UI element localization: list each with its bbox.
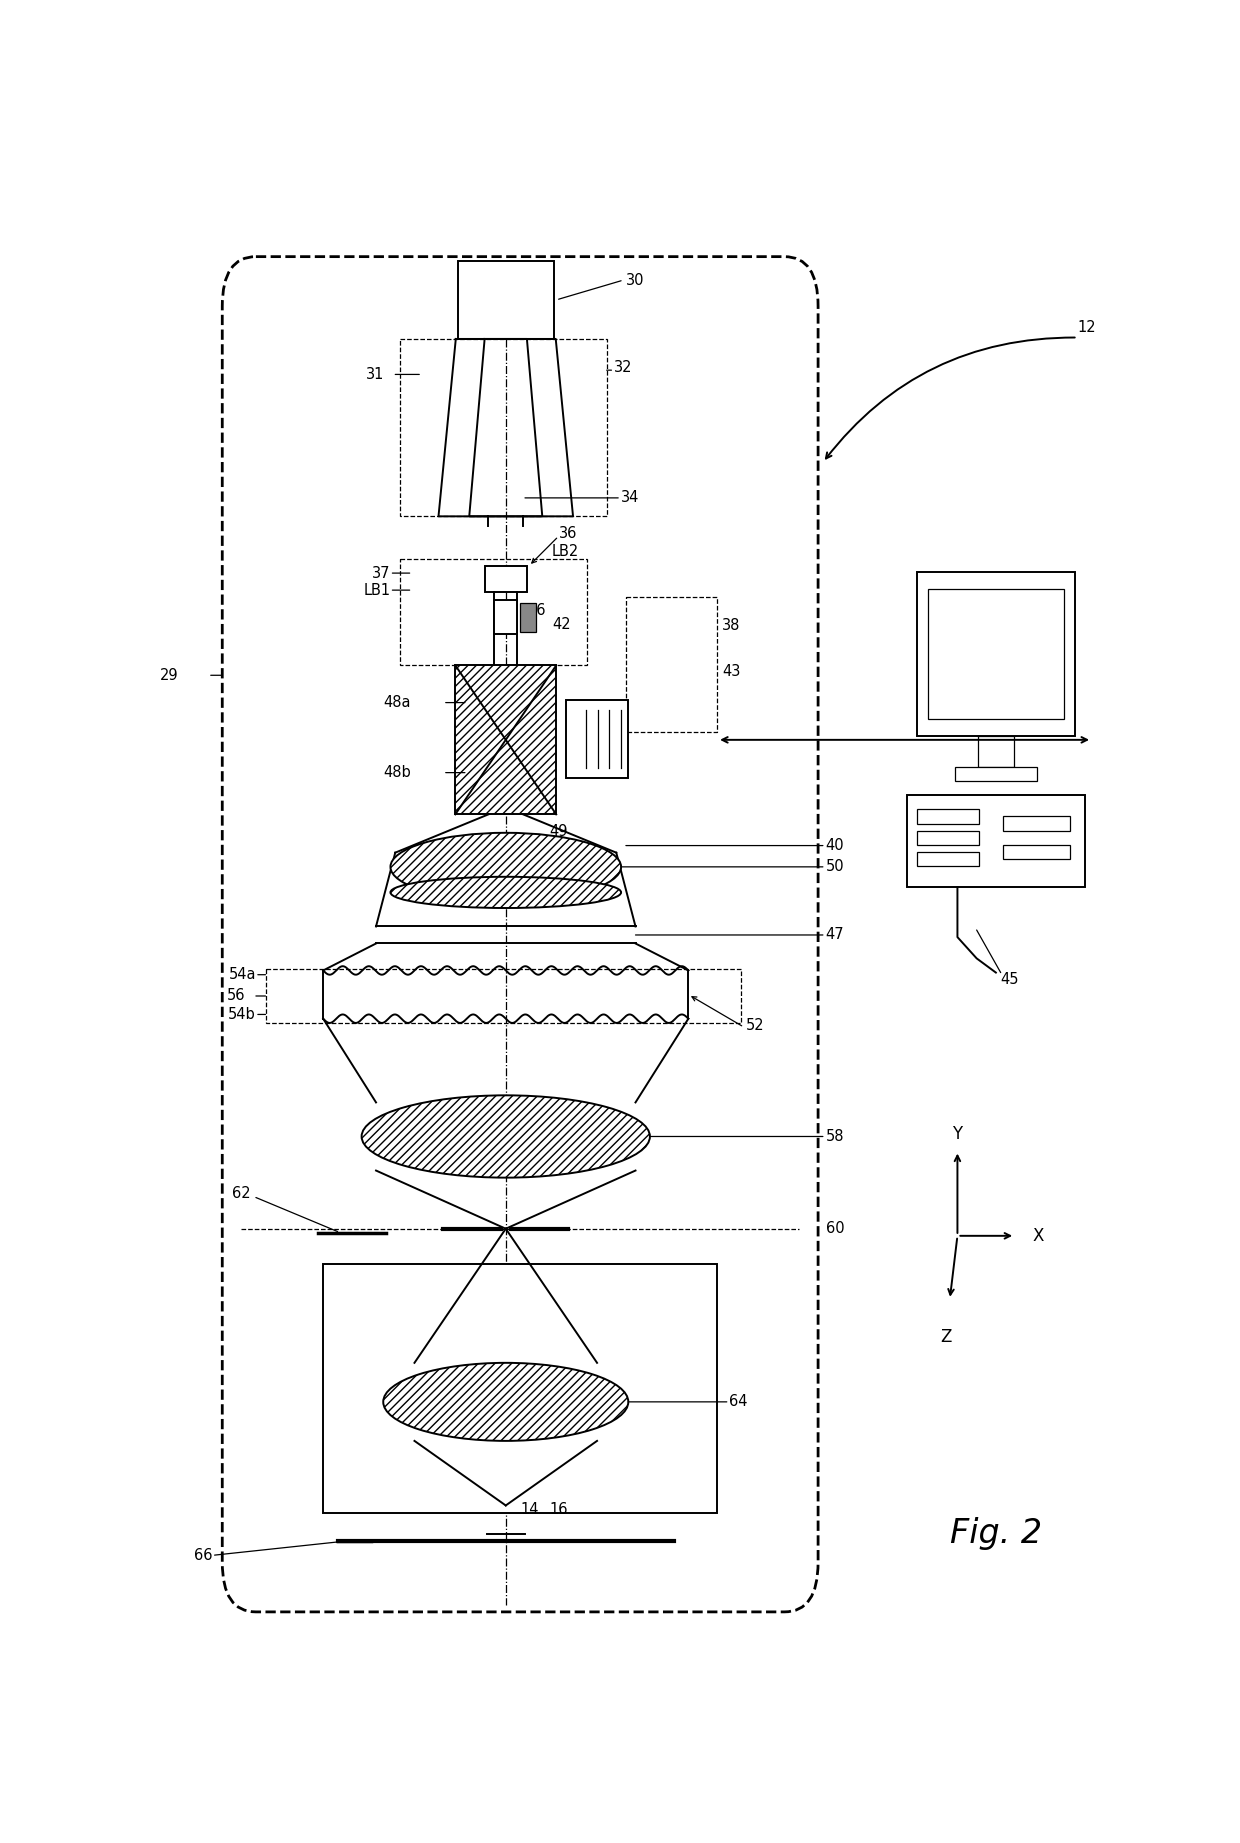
Text: 31: 31 [367, 367, 384, 382]
Text: 46: 46 [527, 603, 546, 617]
Text: 14: 14 [521, 1502, 538, 1517]
Text: 38: 38 [722, 617, 740, 634]
Bar [916, 573, 1075, 735]
Text: 34: 34 [621, 490, 640, 505]
Text: 48a: 48a [383, 695, 410, 710]
Bar [324, 1264, 717, 1513]
Text: 64: 64 [729, 1395, 748, 1410]
Text: 62: 62 [232, 1185, 250, 1202]
Text: X: X [1033, 1227, 1044, 1244]
Bar [455, 665, 557, 815]
Bar [265, 969, 742, 1023]
Ellipse shape [391, 877, 621, 909]
Text: LB2: LB2 [552, 544, 579, 558]
Text: 30: 30 [626, 273, 645, 288]
Bar [521, 603, 536, 632]
Text: Z: Z [940, 1329, 951, 1345]
Bar [401, 558, 588, 665]
Bar [916, 851, 980, 866]
Text: 54a: 54a [228, 968, 255, 982]
Text: 29: 29 [160, 667, 179, 682]
Bar [1003, 844, 1070, 859]
Text: 49: 49 [549, 824, 568, 839]
Bar [906, 794, 1085, 888]
Text: 50: 50 [826, 859, 844, 874]
Text: 66: 66 [195, 1548, 213, 1563]
Bar [916, 831, 980, 844]
Text: Y: Y [952, 1124, 962, 1143]
Text: 45: 45 [1001, 971, 1019, 988]
Bar [495, 601, 517, 634]
Text: 48b: 48b [383, 765, 410, 780]
Bar [626, 597, 717, 732]
Text: 16: 16 [549, 1502, 568, 1517]
Text: 43: 43 [722, 663, 740, 678]
Text: 47: 47 [826, 927, 844, 942]
Bar [565, 700, 629, 778]
Bar [1003, 816, 1070, 831]
Text: 42: 42 [552, 617, 570, 632]
Text: 12: 12 [1078, 321, 1096, 335]
Bar [458, 262, 554, 339]
Bar [977, 735, 1014, 767]
Text: 56: 56 [227, 988, 246, 1003]
Text: 37: 37 [372, 566, 391, 581]
Text: LB1: LB1 [363, 582, 391, 597]
Bar [401, 339, 606, 516]
Bar [928, 590, 1064, 719]
Ellipse shape [362, 1095, 650, 1178]
Text: 60: 60 [826, 1222, 844, 1237]
Ellipse shape [383, 1362, 629, 1441]
Text: 40: 40 [826, 839, 844, 853]
Text: Fig. 2: Fig. 2 [950, 1517, 1042, 1550]
Text: 58: 58 [826, 1130, 844, 1145]
Text: 32: 32 [614, 359, 632, 374]
Bar [485, 566, 527, 592]
Ellipse shape [391, 833, 621, 901]
Bar [955, 767, 1037, 781]
Bar [916, 809, 980, 824]
Text: 54b: 54b [228, 1006, 255, 1021]
FancyArrowPatch shape [826, 337, 1075, 459]
Text: 52: 52 [746, 1019, 765, 1034]
Text: 36: 36 [558, 525, 577, 540]
